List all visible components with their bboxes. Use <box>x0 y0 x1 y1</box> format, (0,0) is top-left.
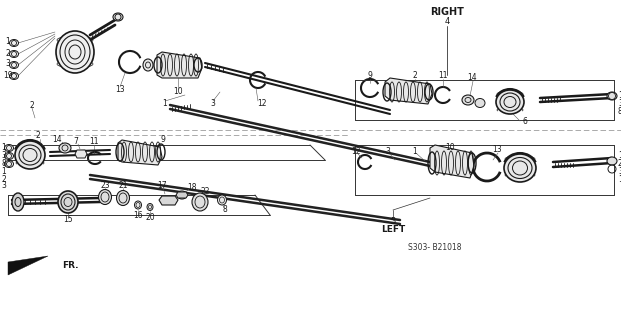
Ellipse shape <box>12 193 24 211</box>
Text: 1: 1 <box>2 142 6 151</box>
Ellipse shape <box>607 92 617 100</box>
Text: 3: 3 <box>211 99 215 108</box>
Ellipse shape <box>4 153 14 159</box>
Ellipse shape <box>113 13 123 21</box>
Polygon shape <box>75 150 87 158</box>
Ellipse shape <box>177 191 187 199</box>
Text: 14: 14 <box>467 74 477 83</box>
Ellipse shape <box>58 191 78 213</box>
Text: 2: 2 <box>2 174 6 183</box>
Ellipse shape <box>4 161 14 167</box>
Text: 3: 3 <box>6 60 11 68</box>
Polygon shape <box>430 145 474 178</box>
Text: 3: 3 <box>618 166 621 175</box>
Text: 15: 15 <box>63 215 73 225</box>
Text: 22: 22 <box>200 188 210 196</box>
Text: 11: 11 <box>89 138 99 147</box>
Text: 16: 16 <box>133 211 143 220</box>
Text: 1: 1 <box>412 148 417 156</box>
Text: 5: 5 <box>391 218 396 227</box>
Text: 1: 1 <box>618 150 621 159</box>
Ellipse shape <box>9 39 19 46</box>
Ellipse shape <box>4 145 14 151</box>
Text: 6: 6 <box>522 117 527 126</box>
Text: 13: 13 <box>115 85 125 94</box>
Ellipse shape <box>15 141 45 169</box>
Ellipse shape <box>135 201 142 209</box>
Text: 9: 9 <box>161 135 165 145</box>
Text: 20: 20 <box>145 213 155 222</box>
Polygon shape <box>159 196 178 205</box>
Text: 12: 12 <box>351 148 361 156</box>
Text: 11: 11 <box>438 71 448 81</box>
Text: 3: 3 <box>386 148 391 156</box>
Text: 18: 18 <box>188 182 197 191</box>
Text: 2: 2 <box>412 71 417 81</box>
Polygon shape <box>157 52 202 78</box>
Text: 2: 2 <box>6 49 11 58</box>
Text: 23: 23 <box>100 180 110 189</box>
Text: RIGHT: RIGHT <box>430 7 464 17</box>
Text: 3: 3 <box>2 181 6 190</box>
Ellipse shape <box>147 204 153 211</box>
Ellipse shape <box>607 157 617 165</box>
Text: 2: 2 <box>35 132 40 140</box>
Ellipse shape <box>9 73 19 79</box>
Ellipse shape <box>117 190 130 205</box>
Text: 12: 12 <box>257 100 267 108</box>
Text: 19: 19 <box>3 70 13 79</box>
Ellipse shape <box>99 189 112 204</box>
Text: 1: 1 <box>6 37 11 46</box>
Text: FR.: FR. <box>62 260 78 269</box>
Text: 1: 1 <box>2 167 6 177</box>
Ellipse shape <box>462 95 474 105</box>
Text: 1: 1 <box>618 92 621 100</box>
Ellipse shape <box>192 193 208 211</box>
Ellipse shape <box>56 31 94 73</box>
Ellipse shape <box>9 51 19 58</box>
Text: 8: 8 <box>222 205 227 214</box>
Polygon shape <box>385 78 432 104</box>
Text: 3: 3 <box>2 150 6 159</box>
Text: 7: 7 <box>73 138 78 147</box>
Text: 2: 2 <box>618 158 621 167</box>
Text: 14: 14 <box>52 135 62 145</box>
Text: 21: 21 <box>118 180 128 189</box>
Text: 17: 17 <box>157 180 167 189</box>
Ellipse shape <box>504 154 536 182</box>
Text: LEFT: LEFT <box>381 226 405 235</box>
Ellipse shape <box>9 61 19 68</box>
Text: 8: 8 <box>618 108 621 116</box>
Polygon shape <box>118 140 162 165</box>
Ellipse shape <box>217 195 227 205</box>
Ellipse shape <box>143 59 153 71</box>
Text: 10: 10 <box>445 143 455 153</box>
Text: 4: 4 <box>445 18 450 27</box>
Text: 10: 10 <box>173 87 183 97</box>
Ellipse shape <box>496 90 524 114</box>
Text: 1: 1 <box>163 99 168 108</box>
Text: S303- B21018: S303- B21018 <box>408 244 462 252</box>
Text: 9: 9 <box>368 71 373 81</box>
Text: 2: 2 <box>30 100 34 109</box>
Ellipse shape <box>475 99 485 108</box>
Polygon shape <box>8 256 48 275</box>
Text: 13: 13 <box>492 146 502 155</box>
Text: 8: 8 <box>2 158 6 167</box>
Text: 3: 3 <box>618 100 621 108</box>
Ellipse shape <box>59 143 71 153</box>
Text: 19: 19 <box>618 175 621 185</box>
Polygon shape <box>176 192 188 198</box>
